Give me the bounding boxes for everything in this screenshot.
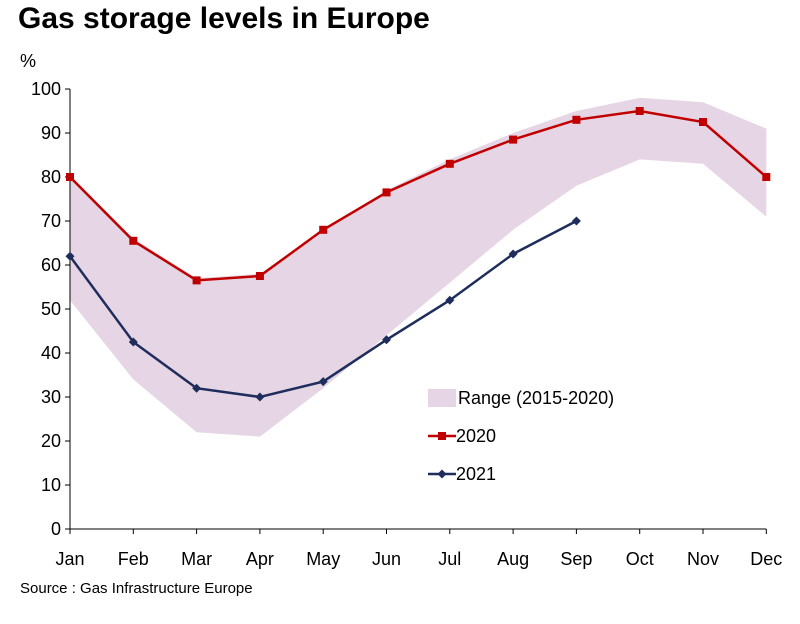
data-point-2021 xyxy=(255,392,265,402)
data-point-2021 xyxy=(65,251,75,261)
legend-marker-2020 xyxy=(438,432,446,440)
y-tick-label: 90 xyxy=(41,123,61,143)
x-tick-label: Oct xyxy=(626,549,654,569)
data-point-2020 xyxy=(699,118,707,126)
x-tick-label: Mar xyxy=(181,549,212,569)
x-tick-label: Apr xyxy=(246,549,274,569)
series-line-2020 xyxy=(69,109,768,282)
x-tick-label: Sep xyxy=(560,549,592,569)
y-axis-label: % xyxy=(20,51,36,71)
y-tick-label: 20 xyxy=(41,431,61,451)
range-band xyxy=(70,97,767,437)
x-tick-label: Jan xyxy=(55,549,84,569)
data-point-2021 xyxy=(128,337,138,347)
data-point-2020 xyxy=(762,173,771,181)
chart-title: Gas storage levels in Europe xyxy=(18,2,430,35)
y-tick-label: 80 xyxy=(41,167,61,187)
y-tick-label: 10 xyxy=(41,475,61,495)
data-point-2020 xyxy=(635,107,644,115)
x-tick-label: Feb xyxy=(118,549,149,569)
y-tick-label: 100 xyxy=(31,79,61,99)
legend-marker-2021 xyxy=(437,469,447,479)
data-point-2020 xyxy=(66,173,74,181)
data-point-2020 xyxy=(382,188,391,197)
y-tick-label: 70 xyxy=(41,211,61,231)
data-point-2020 xyxy=(319,225,328,234)
data-point-2020 xyxy=(255,272,264,280)
data-point-2021 xyxy=(571,216,581,226)
x-tick-label: Jul xyxy=(438,549,461,569)
data-point-2021 xyxy=(318,377,328,387)
x-tick-label: Dec xyxy=(750,549,782,569)
data-point-2021 xyxy=(192,383,202,393)
x-tick-label: Aug xyxy=(497,549,529,569)
x-tick-label: Jun xyxy=(372,549,401,569)
data-point-2020 xyxy=(445,159,454,168)
data-point-2020 xyxy=(509,135,518,144)
legend-label-2021: 2021 xyxy=(456,464,496,484)
y-tick-label: 30 xyxy=(41,387,61,407)
data-point-2020 xyxy=(572,115,581,124)
legend-label-range: Range (2015-2020) xyxy=(458,388,614,408)
y-tick-label: 0 xyxy=(51,519,61,539)
y-tick-label: 50 xyxy=(41,299,61,319)
legend-label-2020: 2020 xyxy=(456,426,496,446)
data-point-2021 xyxy=(445,295,455,305)
data-point-2020 xyxy=(192,276,201,285)
y-tick-label: 40 xyxy=(41,343,61,363)
source-note: Source : Gas Infrastructure Europe xyxy=(20,580,253,597)
data-point-2021 xyxy=(382,335,391,345)
data-point-2021 xyxy=(508,249,518,259)
x-tick-label: Nov xyxy=(687,549,719,569)
legend-swatch-range xyxy=(428,389,456,407)
data-point-2020 xyxy=(129,236,138,245)
x-tick-label: May xyxy=(306,549,340,569)
y-tick-label: 60 xyxy=(41,255,61,275)
